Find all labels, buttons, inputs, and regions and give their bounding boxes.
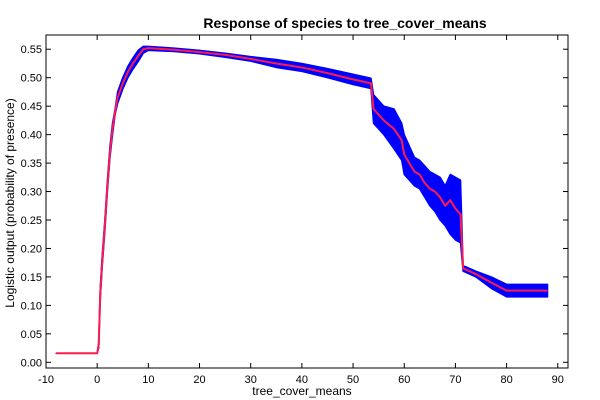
x-tick-label: 90 [552, 374, 564, 386]
x-tick-label: 70 [449, 374, 461, 386]
chart-title: Response of species to tree_cover_means [203, 15, 486, 31]
y-axis: 0.00 0.05 0.10 0.15 0.20 0.25 0.30 0.35 0.40 0.45… [21, 44, 568, 369]
x-tick-label: 80 [500, 374, 512, 386]
y-tick-label: 0.00 [21, 357, 42, 369]
y-tick-label: 0.50 [21, 73, 42, 85]
x-tick-label: 40 [296, 374, 308, 386]
y-tick-label: 0.30 [21, 187, 42, 199]
x-tick-label: 50 [347, 374, 359, 386]
x-axis: -10 0 10 20 30 40 50 60 70 80 90 [38, 35, 564, 386]
y-tick-label: 0.45 [21, 101, 42, 113]
plot-frame [45, 34, 569, 369]
y-tick-label: 0.55 [21, 44, 42, 56]
x-tick-label: 0 [94, 374, 100, 386]
y-tick-label: 0.05 [21, 329, 42, 341]
plot-area [45, 34, 569, 369]
y-tick-label: 0.20 [21, 243, 42, 255]
x-tick-label: -10 [38, 374, 54, 386]
x-tick-label: 60 [398, 374, 410, 386]
mean-response-line [56, 47, 548, 355]
y-tick-label: 0.35 [21, 158, 42, 170]
y-tick-label: 0.40 [21, 130, 42, 142]
x-tick-label: 10 [142, 374, 154, 386]
y-tick-label: 0.15 [21, 272, 42, 284]
y-tick-label: 0.25 [21, 215, 42, 227]
x-tick-label: 30 [245, 374, 257, 386]
x-axis-label: tree_cover_means [252, 384, 351, 398]
x-tick-label: 20 [193, 374, 205, 386]
y-axis-label: Logistic output (probability of presence… [3, 98, 17, 307]
y-tick-label: 0.10 [21, 300, 42, 312]
